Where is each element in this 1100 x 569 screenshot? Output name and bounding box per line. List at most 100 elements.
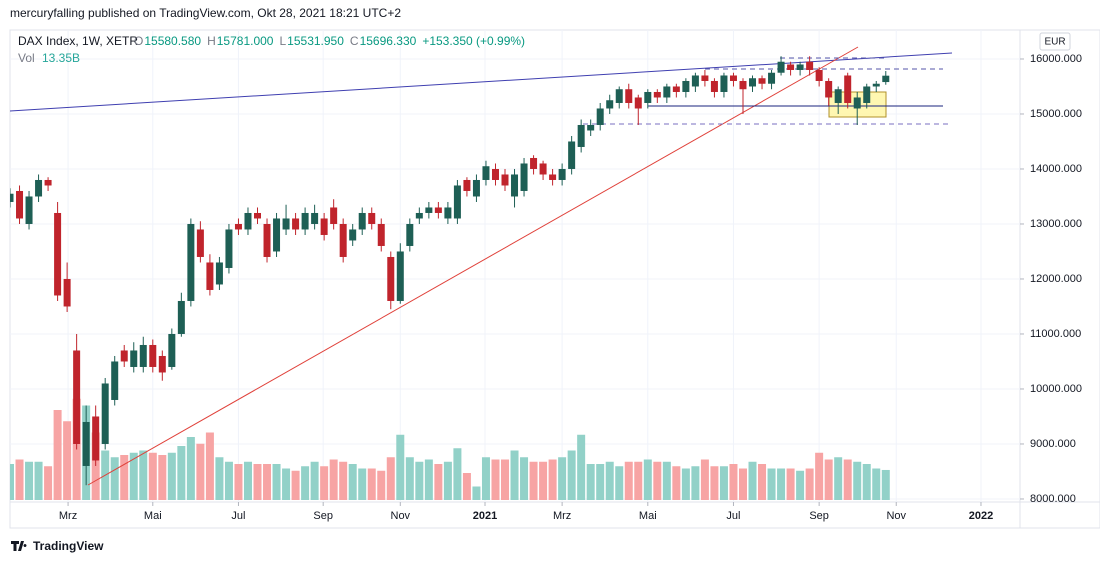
volume-bar [215,457,224,500]
y-tick-label: 15000.000 [1030,108,1082,120]
volume-bar [577,434,586,500]
quote: O 15580.580 H 15781.000 L 15531.950 C 15696.330… [134,34,525,48]
candle-body [63,278,71,307]
volume-bar [148,452,157,500]
quote-value: 15531.950 [287,34,344,48]
candle-body [168,333,176,367]
currency[interactable]: EUR [1044,37,1065,48]
volume-bar [434,464,443,500]
volume-bar [805,468,814,500]
volume-bar [367,468,376,500]
candle-body [263,223,271,257]
x-tick-label: Sep [809,510,829,522]
candle-body [444,207,452,219]
x-tick-label: Nov [391,510,411,522]
x-tick-label: 2021 [473,510,497,522]
candle-body [672,86,680,92]
volume-bar [615,466,624,500]
volume-bar [662,461,671,500]
candle-body [234,223,242,230]
volume-bar [186,437,195,500]
candle-body [368,212,376,224]
candle-body [358,212,366,230]
volume-bar [777,468,786,500]
candle-body [35,179,43,197]
volume-bar [520,457,529,500]
candle-body [472,179,480,197]
candle-body [254,212,262,219]
volume-bar [700,459,709,500]
volume-bar [91,432,100,500]
volume-bar [472,486,481,500]
candle-body [130,350,138,367]
y-tick-label: 11000.000 [1030,328,1081,340]
candle-body [187,223,195,301]
volume-bar [653,461,662,500]
candle-body [568,141,576,169]
candle-body [615,89,623,103]
volume-bar [377,470,386,500]
candle-body [101,383,109,444]
y-tick-label: 9000.000 [1030,438,1076,450]
volume-bar [481,457,490,500]
volume-bar [586,464,595,500]
candle-body [606,100,614,109]
x-tick-label: Mai [639,510,657,522]
candle-body [244,212,252,230]
candle-body [16,190,24,219]
y-tick-label: 16000.000 [1030,53,1082,65]
volume-bar [53,410,62,500]
volume-bar [729,464,738,500]
candle-body [577,124,585,147]
candle-body [377,223,385,246]
volume-bar [415,461,424,500]
volume-bar [710,466,719,500]
quote-label: L [279,34,286,48]
y-tick-label: 14000.000 [1030,163,1082,175]
candle-body [844,75,852,103]
currency-box[interactable] [1039,32,1071,51]
volume-bar [120,455,129,500]
candle-body [787,64,795,70]
candle-body [691,75,699,87]
candle-body [330,207,338,224]
candle-body [720,75,728,92]
candle-body [54,212,62,296]
quote-change: +153.350 (+0.99%) [422,34,525,48]
volume-bar [291,470,300,500]
volume-bar [15,459,24,500]
candle-layer [10,56,890,486]
volume-bar [872,468,881,500]
quote-label: O [134,34,143,48]
volume-bar [405,457,414,500]
candle-body [311,212,319,224]
volume-bar [834,457,843,500]
x-tick-label: 2022 [969,510,993,522]
candle-body [10,193,14,202]
volume-bar [491,459,500,500]
candle-body [25,196,33,224]
volume-bar [25,461,34,500]
candle-body [644,91,652,103]
volume-bar [691,466,700,500]
candle-body [530,157,538,169]
volume-bar [396,434,405,500]
candle-body [768,72,776,84]
quote-label: H [207,34,216,48]
candle-body [82,421,90,466]
quote-value: 15781.000 [217,34,274,48]
volume-bar [158,455,167,500]
x-tick-label: Mai [144,510,162,522]
candle-body [111,361,119,400]
candle-body [758,78,766,84]
candle-body [196,229,204,257]
candle-body [463,179,471,191]
y-tick-label: 13000.000 [1030,218,1082,230]
footer-brand: TradingView [33,539,104,553]
candle-body [387,256,395,301]
candle-body [320,218,328,235]
candle-body [558,168,566,180]
candle-body [339,223,347,257]
quote-value: 15696.330 [360,34,417,48]
